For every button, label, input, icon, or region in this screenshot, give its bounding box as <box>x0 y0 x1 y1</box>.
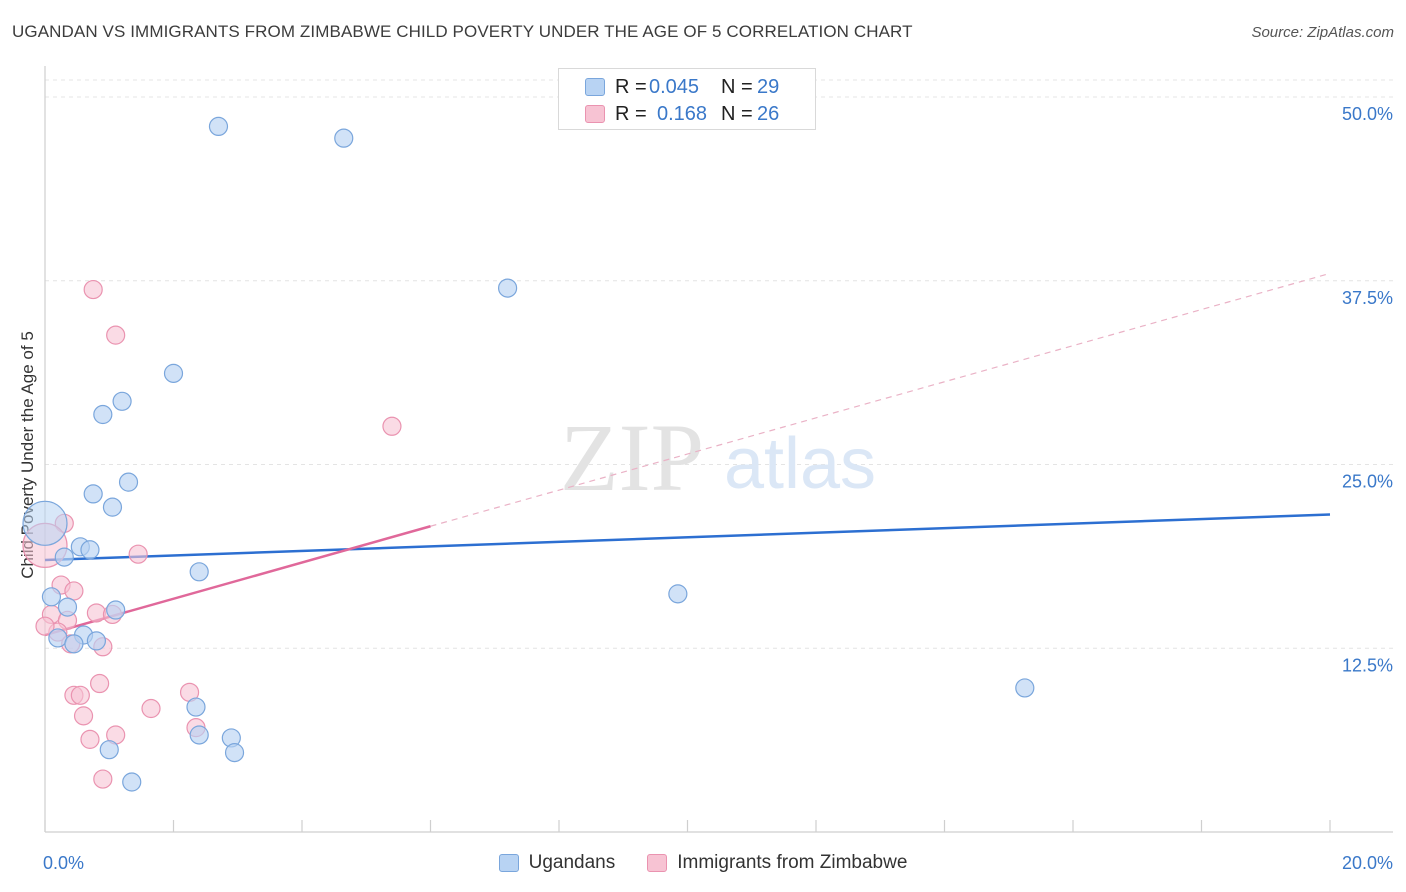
point-ugandans-0 <box>208 116 229 137</box>
legend-swatch-blue <box>585 78 605 96</box>
point-ugandans-5 <box>93 404 113 425</box>
tick-labels: 12.5% 25.0% 37.5% 50.0% 0.0% 20.0% <box>43 104 1393 873</box>
x-tick-label-max: 20.0% <box>1342 853 1393 873</box>
point-ugandans-3 <box>163 363 184 383</box>
point-ugandans-14 <box>668 584 688 604</box>
y-tick-label-2: 37.5% <box>1342 288 1393 308</box>
point-ugandans-17 <box>106 600 126 620</box>
legend-row-ugandans: R = 0.045 N = 29 <box>585 75 779 99</box>
legend-row-zimbabwe: R = 0.168 N = 26 <box>585 102 779 126</box>
point-ugandans-15 <box>41 587 62 607</box>
legend-n-label: N = <box>721 75 753 98</box>
point-ugandans-19 <box>86 631 107 651</box>
point-ugandans-7 <box>83 484 103 504</box>
point-ugandans-26 <box>99 740 119 760</box>
legend-item-ugandans: Ugandans <box>498 852 616 874</box>
point-ugandans-23 <box>186 697 206 717</box>
point-ugandans-21 <box>64 634 84 654</box>
legend-n-value: 26 <box>757 102 780 125</box>
chart-title: UGANDAN VS IMMIGRANTS FROM ZIMBABWE CHIL… <box>12 22 913 41</box>
data-points <box>22 116 1035 792</box>
point-zimbabwe-10 <box>86 603 107 623</box>
x-tick-label-min: 0.0% <box>43 853 84 873</box>
y-tick-label-1: 25.0% <box>1342 472 1393 492</box>
legend-r-label: R = <box>615 75 647 98</box>
watermark-atlas: atlas <box>724 424 876 504</box>
series-legend: Ugandans Immigrants from Zimbabwe <box>0 852 1406 874</box>
point-ugandans-12 <box>54 547 74 567</box>
legend-item-zimbabwe: Immigrants from Zimbabwe <box>647 852 907 874</box>
y-tick-label-0: 12.5% <box>1342 655 1393 675</box>
point-zimbabwe-25 <box>35 616 55 636</box>
point-ugandans-8 <box>102 497 123 517</box>
point-zimbabwe-7 <box>64 581 84 601</box>
trend-line-zimbabwe-extension <box>430 272 1331 527</box>
point-zimbabwe-24 <box>93 769 113 789</box>
y-tick-label-3: 50.0% <box>1342 104 1393 124</box>
point-ugandans-16 <box>57 597 78 617</box>
legend-n-label: N = <box>721 102 753 125</box>
point-ugandans-2 <box>498 278 518 298</box>
legend-swatch-blue <box>498 854 519 872</box>
legend-label-zimbabwe: Immigrants from Zimbabwe <box>677 852 908 873</box>
legend-label-ugandans: Ugandans <box>528 852 616 873</box>
point-ugandans-6 <box>118 472 139 492</box>
point-zimbabwe-1 <box>106 325 126 345</box>
watermark-zip: ZIP <box>560 404 704 511</box>
trend-line-ugandans <box>44 513 1331 562</box>
point-ugandans-9 <box>22 500 68 546</box>
point-zimbabwe-23 <box>80 729 100 749</box>
point-ugandans-1 <box>334 128 354 148</box>
point-ugandans-11 <box>80 540 100 560</box>
legend-n-value: 29 <box>757 75 780 98</box>
legend-r-value: 0.168 <box>657 102 708 125</box>
point-ugandans-27 <box>224 743 245 763</box>
stats-legend: R = 0.045 N = 29 R = 0.168 N = 26 <box>558 68 816 130</box>
point-ugandans-13 <box>189 562 209 582</box>
point-zimbabwe-19 <box>141 698 161 719</box>
point-zimbabwe-2 <box>382 416 402 436</box>
point-zimbabwe-0 <box>83 279 103 300</box>
point-ugandans-20 <box>48 628 68 648</box>
point-zimbabwe-5 <box>128 544 148 564</box>
legend-swatch-pink <box>647 854 668 872</box>
gridlines <box>45 79 1393 649</box>
point-ugandans-24 <box>189 725 209 745</box>
source-label: Source: ZipAtlas.com <box>1251 24 1394 41</box>
trend-lines <box>44 272 1331 637</box>
point-ugandans-4 <box>112 391 132 411</box>
point-zimbabwe-20 <box>73 706 94 726</box>
legend-swatch-pink <box>585 105 605 123</box>
watermark: ZIP atlas <box>560 404 876 511</box>
axes <box>44 66 1393 833</box>
legend-r-label: R = <box>615 102 647 125</box>
point-zimbabwe-18 <box>70 685 90 705</box>
point-ugandans-28 <box>122 772 142 792</box>
point-zimbabwe-15 <box>90 673 110 694</box>
point-ugandans-22 <box>1015 678 1035 698</box>
legend-r-value: 0.045 <box>649 75 700 98</box>
